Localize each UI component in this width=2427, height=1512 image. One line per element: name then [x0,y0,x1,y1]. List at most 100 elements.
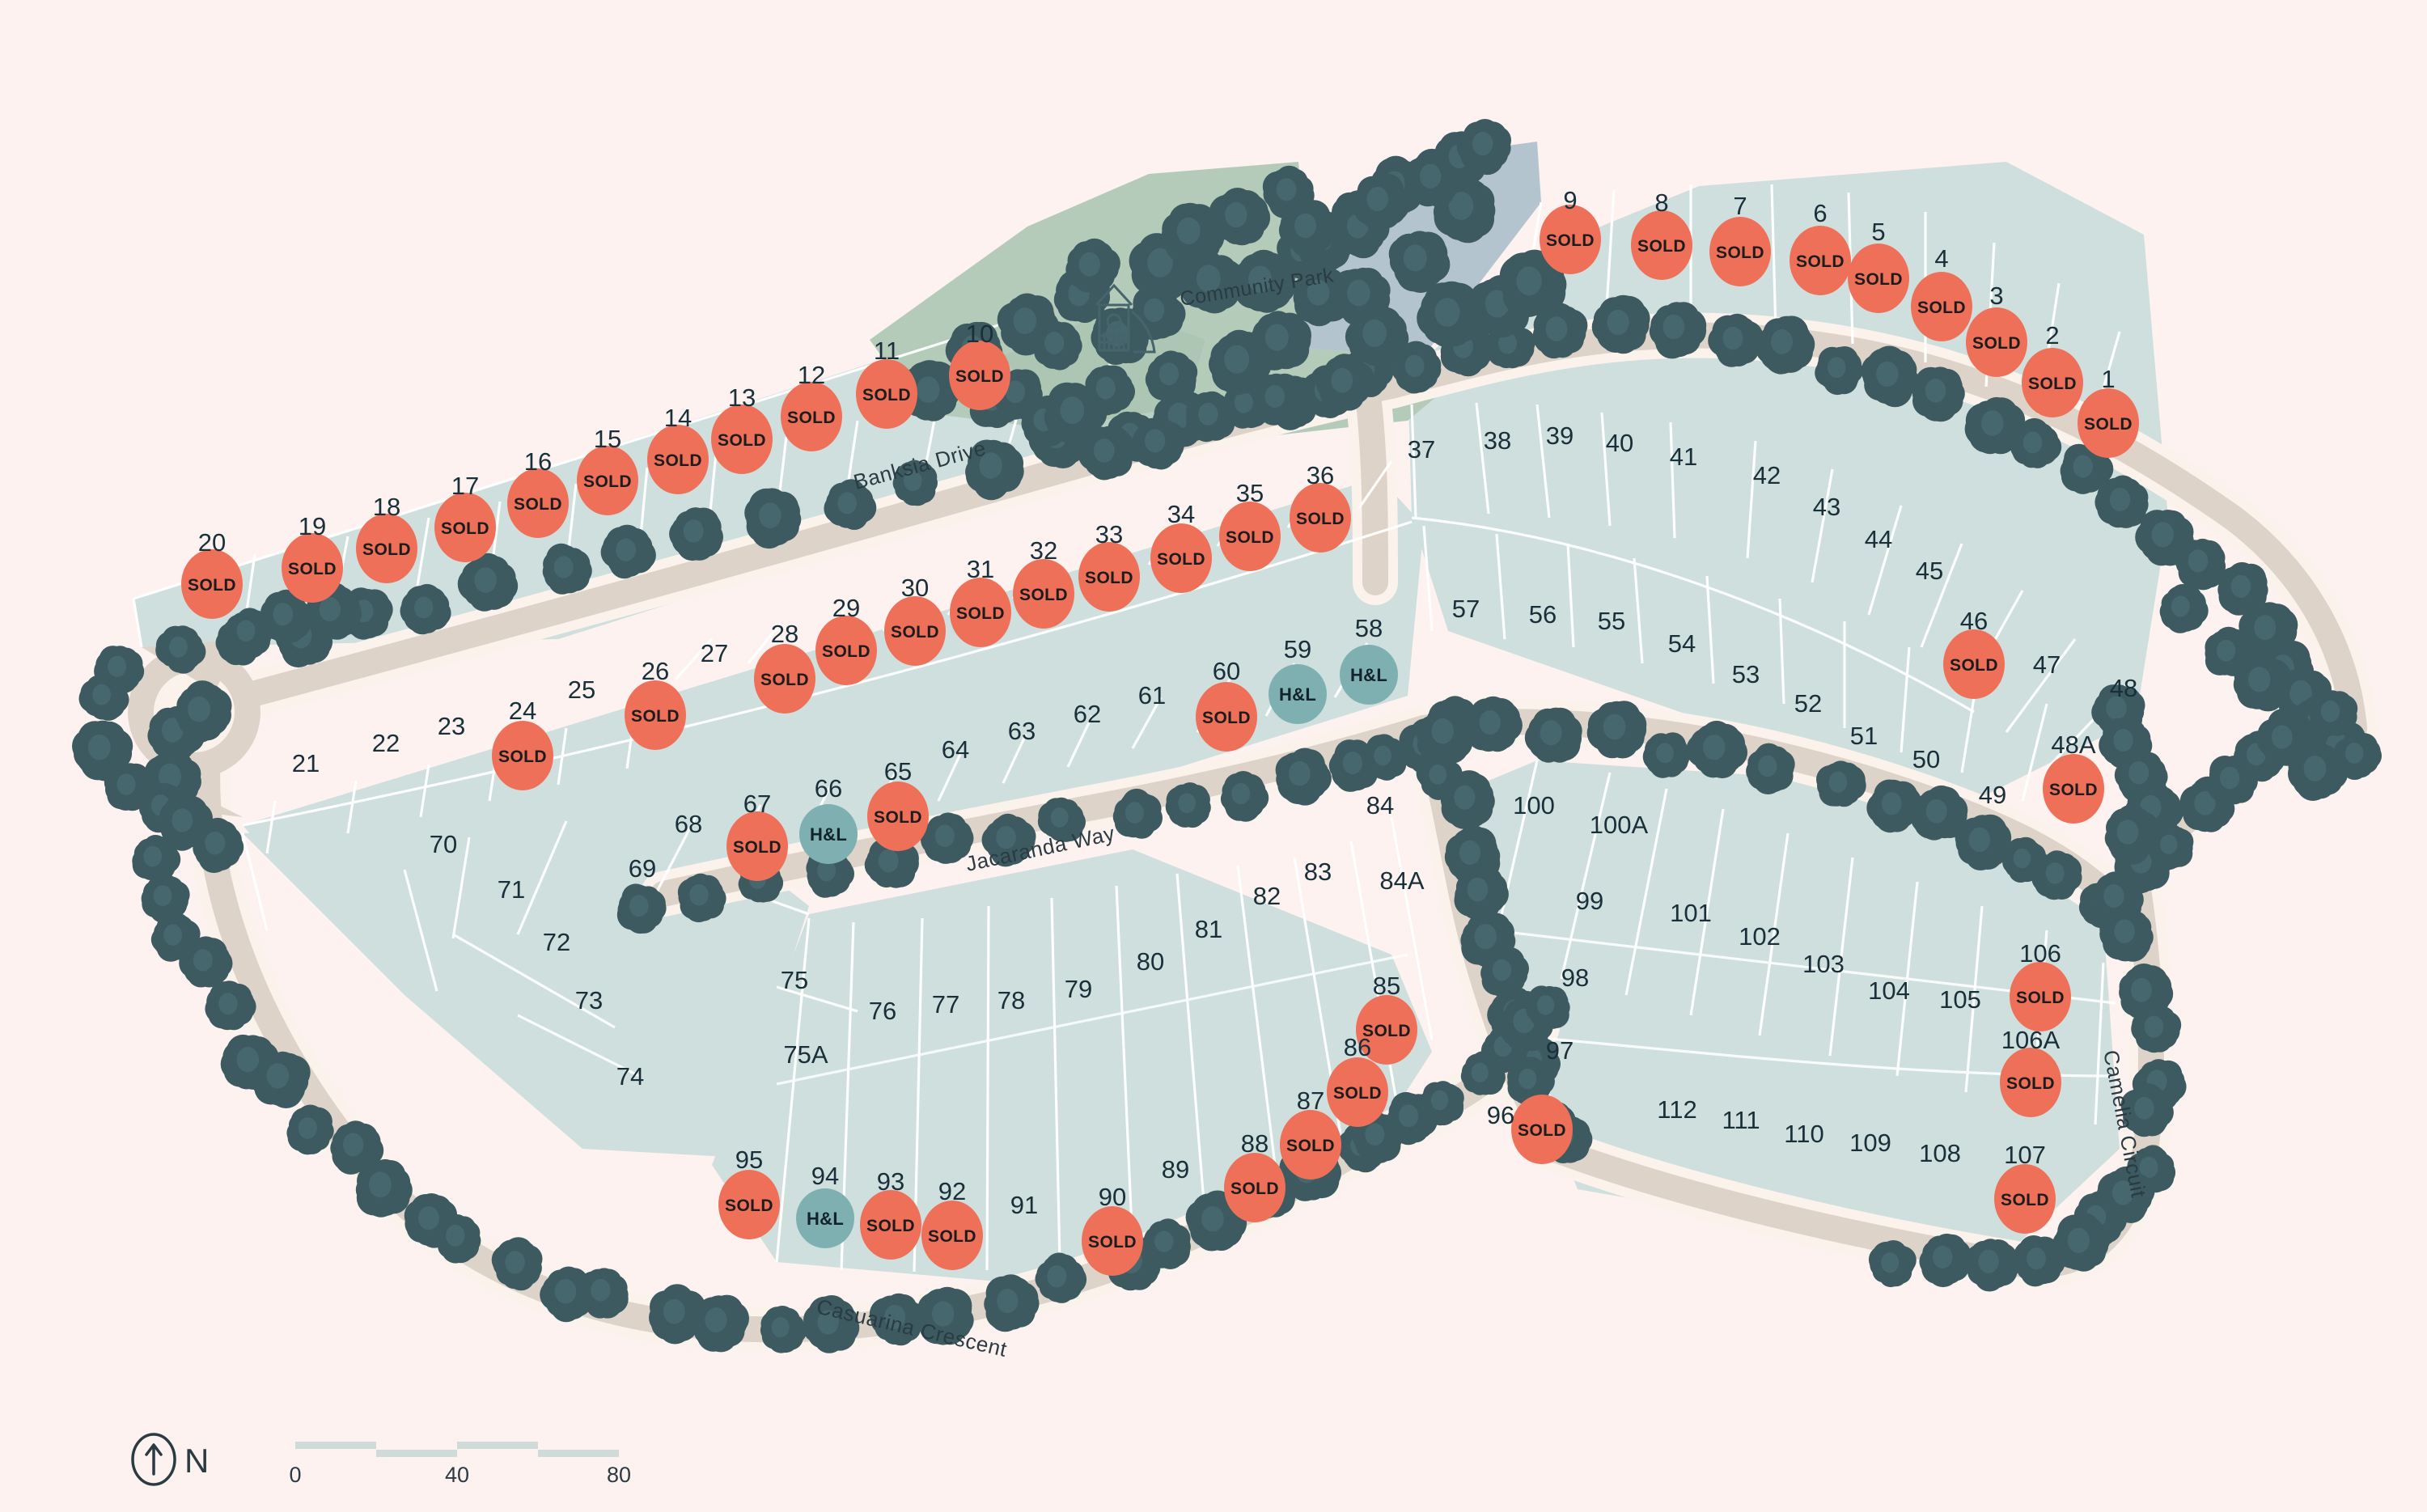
lot-71[interactable]: 71 [498,875,525,904]
lot-35[interactable]: SOLD 35 [1219,479,1281,571]
lot-12[interactable]: SOLD 12 [781,361,842,451]
lot-50[interactable]: 50 [1912,745,1940,773]
lot-87[interactable]: SOLD 87 [1280,1086,1341,1180]
lot-75[interactable]: 75 [781,966,808,994]
lot-75A[interactable]: 75A [783,1040,828,1069]
lot-72[interactable]: 72 [543,928,570,956]
lot-56[interactable]: 56 [1529,600,1557,629]
lot-112[interactable]: 112 [1657,1095,1696,1124]
sold-badge[interactable] [1224,1153,1286,1222]
lot-106A[interactable]: SOLD 106A [2000,1026,2061,1117]
lot-81[interactable]: 81 [1195,915,1222,943]
sold-badge[interactable] [1966,307,2027,377]
sold-badge[interactable] [860,1190,921,1260]
lot-32[interactable]: SOLD 32 [1013,536,1074,629]
lot-28[interactable]: SOLD 28 [754,620,815,714]
lot-31[interactable]: SOLD 31 [950,555,1011,647]
lot-42[interactable]: 42 [1753,461,1781,489]
lot-80[interactable]: 80 [1137,947,1164,976]
hl-badge[interactable] [1340,645,1398,705]
lot-24[interactable]: SOLD 24 [492,697,553,790]
lot-40[interactable]: 40 [1606,429,1633,457]
lot-25[interactable]: 25 [568,676,595,704]
sold-badge[interactable] [1196,682,1257,752]
lot-70[interactable]: 70 [430,830,457,858]
lot-3[interactable]: SOLD 3 [1966,282,2027,377]
sold-badge[interactable] [1709,217,1771,286]
sold-badge[interactable] [884,596,946,666]
sold-badge[interactable] [282,533,343,603]
lot-86[interactable]: SOLD 86 [1327,1033,1388,1127]
lot-54[interactable]: 54 [1668,629,1696,658]
sold-badge[interactable] [647,425,709,494]
lot-63[interactable]: 63 [1008,717,1036,745]
sold-badge[interactable] [1082,1206,1143,1276]
sold-badge[interactable] [1280,1110,1341,1180]
lot-105[interactable]: 105 [1939,985,1981,1014]
sold-badge[interactable] [867,781,929,851]
lot-47[interactable]: 47 [2033,650,2061,679]
sold-badge[interactable] [1943,629,2005,699]
lot-22[interactable]: 22 [372,729,400,757]
lot-33[interactable]: SOLD 33 [1078,520,1140,612]
sold-badge[interactable] [781,382,842,451]
sold-badge[interactable] [1150,523,1212,593]
lot-108[interactable]: 108 [1919,1139,1961,1167]
lot-48[interactable]: 48 [2110,674,2137,702]
hl-badge[interactable] [796,1188,854,1248]
lot-106[interactable]: SOLD 106 [2010,939,2071,1031]
lot-99[interactable]: 99 [1576,887,1603,915]
lot-26[interactable]: SOLD 26 [625,657,686,750]
lot-8[interactable]: SOLD 8 [1631,188,1692,280]
sold-badge[interactable] [434,493,496,562]
lot-15[interactable]: SOLD 15 [577,425,638,515]
sold-badge[interactable] [1219,502,1281,571]
lot-58[interactable]: H&L 58 [1340,614,1398,705]
lot-6[interactable]: SOLD 6 [1790,199,1851,295]
lot-5[interactable]: SOLD 5 [1848,218,1909,313]
sold-badge[interactable] [1848,244,1909,313]
lot-60[interactable]: SOLD 60 [1196,657,1257,752]
lot-100[interactable]: 100 [1513,791,1555,820]
lot-102[interactable]: 102 [1739,922,1781,951]
lot-109[interactable]: 109 [1849,1129,1891,1157]
lot-14[interactable]: SOLD 14 [647,404,709,494]
lot-68[interactable]: 68 [675,810,702,838]
lot-markers-layer[interactable]: SOLD1SOLD2SOLD3SOLD4SOLD5SOLD6SOLD7SOLD8… [181,186,2139,1276]
lot-45[interactable]: 45 [1916,557,1943,585]
sold-badge[interactable] [1078,542,1140,612]
lot-30[interactable]: SOLD 30 [884,574,946,666]
sold-badge[interactable] [949,341,1010,410]
lot-104[interactable]: 104 [1868,976,1910,1005]
lot-97[interactable]: 97 [1546,1036,1574,1065]
sold-badge[interactable] [2043,754,2104,824]
lot-17[interactable]: SOLD 17 [434,472,496,562]
lot-92[interactable]: SOLD 92 [921,1177,983,1270]
lot-73[interactable]: 73 [575,986,603,1014]
sold-badge[interactable] [625,680,686,750]
sold-badge[interactable] [507,468,569,538]
hl-badge[interactable] [799,804,858,864]
lot-1[interactable]: SOLD 1 [2078,365,2139,458]
lot-49[interactable]: 49 [1979,781,2006,809]
lot-51[interactable]: 51 [1850,722,1878,750]
lot-36[interactable]: SOLD 36 [1290,461,1351,553]
lot-2[interactable]: SOLD 2 [2022,321,2083,417]
sold-badge[interactable] [1290,483,1351,553]
sold-badge[interactable] [1631,210,1692,280]
sold-badge[interactable] [815,616,877,685]
sold-badge[interactable] [1911,272,1972,341]
lot-53[interactable]: 53 [1732,660,1760,688]
sold-badge[interactable] [1327,1057,1388,1127]
sold-badge[interactable] [950,578,1011,647]
sold-badge[interactable] [1356,995,1417,1065]
lot-16[interactable]: SOLD 16 [507,447,569,538]
sold-badge[interactable] [2022,348,2083,417]
lot-79[interactable]: 79 [1065,975,1092,1003]
lot-59[interactable]: H&L 59 [1269,635,1327,724]
lot-64[interactable]: 64 [942,735,969,764]
sold-badge[interactable] [2078,388,2139,458]
lot-43[interactable]: 43 [1813,493,1840,521]
